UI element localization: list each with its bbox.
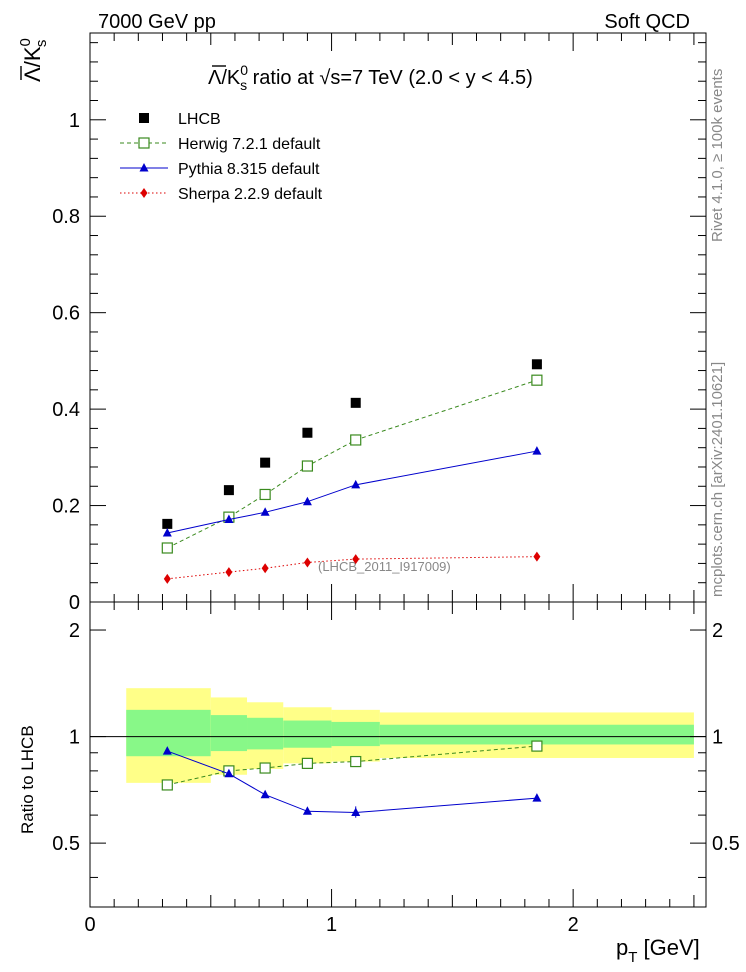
title-lambda: Λ bbox=[208, 67, 222, 89]
ratio-point-pythia-8-315-default bbox=[224, 768, 234, 778]
ratio-y-tick-label-left: 2 bbox=[69, 620, 80, 642]
ratio-frame bbox=[89, 601, 707, 908]
legend-marker-lhcb bbox=[139, 113, 149, 123]
ratio-y-tick-label-right: 0.5 bbox=[712, 833, 740, 855]
xlabel-p: p bbox=[616, 935, 628, 960]
ratio-line-pythia-8-315-default bbox=[167, 750, 537, 814]
main-point-pythia-8-315-default bbox=[351, 479, 361, 489]
ratio-point-pythia-8-315-default bbox=[302, 806, 312, 815]
x-tick-label: 2 bbox=[568, 914, 579, 936]
ylabel-slash-k: /K bbox=[20, 46, 45, 67]
ratio-point-herwig-7-2-1-default bbox=[350, 755, 362, 768]
main-point-lhcb bbox=[260, 457, 271, 468]
ratio-line-herwig-7-2-1-default bbox=[167, 745, 537, 786]
ratio-point-pythia-8-315-default bbox=[532, 793, 542, 802]
xlabel-sub: T bbox=[628, 949, 637, 966]
legend-marker-sherpa-2-2-9-default bbox=[140, 188, 148, 198]
main-point-herwig-7-2-1-default bbox=[259, 488, 271, 501]
xlabel-unit: [GeV] bbox=[637, 935, 699, 960]
main-point-herwig-7-2-1-default bbox=[161, 542, 173, 554]
ratio-y-tick-label-right: 1 bbox=[712, 727, 723, 749]
legend-label-herwig-7-2-1-default: Herwig 7.2.1 default bbox=[178, 136, 321, 153]
main-point-sherpa-2-2-9-default bbox=[533, 551, 541, 562]
ratio-point-herwig-7-2-1-default bbox=[301, 757, 314, 769]
ratio-point-pythia-8-315-default bbox=[162, 746, 172, 755]
ylabel-lambda: Λ bbox=[20, 67, 45, 82]
main-point-lhcb bbox=[302, 427, 313, 438]
main-y-tick-label: 0.4 bbox=[52, 399, 80, 421]
main-ylabel: Λ/K0s bbox=[17, 38, 50, 82]
main-point-herwig-7-2-1-default bbox=[301, 460, 314, 472]
legend-marker-pythia-8-315-default bbox=[139, 163, 149, 172]
header-right: Soft QCD bbox=[604, 11, 690, 33]
main-point-lhcb bbox=[162, 518, 173, 529]
x-tick-label: 0 bbox=[84, 914, 95, 936]
main-line-pythia-8-315-default bbox=[167, 450, 537, 534]
main-point-lhcb bbox=[531, 359, 542, 370]
main-point-pythia-8-315-default bbox=[224, 514, 234, 524]
main-point-pythia-8-315-default bbox=[162, 528, 172, 537]
main-point-sherpa-2-2-9-default bbox=[261, 563, 269, 574]
ylabel-sup: 0 bbox=[17, 38, 34, 46]
svg-text:Λ/K0s: Λ/K0s bbox=[17, 38, 50, 82]
legend-label-sherpa-2-2-9-default: Sherpa 2.2.9 default bbox=[178, 186, 323, 203]
main-y-tick-label: 0.2 bbox=[52, 496, 80, 518]
title-slash-k: /K bbox=[221, 67, 241, 89]
legend-marker-herwig-7-2-1-default bbox=[138, 137, 150, 149]
main-point-lhcb bbox=[223, 485, 234, 496]
title-rest: ratio at bbox=[247, 67, 319, 89]
uncertainty-band-green bbox=[379, 724, 694, 745]
x-axis-label: pT [GeV] bbox=[616, 935, 700, 966]
ratio-ylabel: Ratio to LHCB bbox=[18, 725, 37, 834]
x-tick-label: 1 bbox=[326, 914, 337, 936]
main-title: Λ/K0 s ratio at √s=7 TeV (2.0 < y < 4.5) bbox=[208, 62, 533, 93]
main-point-herwig-7-2-1-default bbox=[350, 434, 362, 446]
main-y-tick-label: 1 bbox=[69, 110, 80, 132]
main-point-sherpa-2-2-9-default bbox=[163, 573, 171, 584]
main-point-pythia-8-315-default bbox=[260, 507, 270, 516]
main-y-tick-label: 0.6 bbox=[52, 303, 80, 325]
ratio-point-herwig-7-2-1-default bbox=[161, 779, 173, 791]
mcplots-label: mcplots.cern.ch [arXiv:2401.10621] bbox=[709, 362, 726, 597]
uncertainty-band-green bbox=[210, 715, 248, 752]
ratio-point-herwig-7-2-1-default bbox=[531, 740, 543, 752]
uncertainty-band-green bbox=[283, 720, 332, 748]
uncertainty-band-green bbox=[331, 721, 380, 747]
uncertainty-band-green bbox=[247, 717, 284, 750]
ratio-point-herwig-7-2-1-default bbox=[259, 762, 271, 774]
main-point-lhcb bbox=[350, 397, 361, 408]
title-sqrt: √ bbox=[319, 67, 330, 89]
ratio-y-tick-label-right: 2 bbox=[712, 620, 723, 642]
main-y-tick-label: 0 bbox=[69, 592, 80, 614]
header-left: 7000 GeV pp bbox=[98, 11, 216, 33]
main-point-pythia-8-315-default bbox=[302, 496, 312, 506]
legend-label-lhcb: LHCB bbox=[178, 111, 221, 128]
analysis-id: (LHCB_2011_I917009) bbox=[318, 559, 451, 574]
title-energy: s=7 TeV (2.0 < y < 4.5) bbox=[330, 67, 533, 89]
ratio-point-pythia-8-315-default bbox=[260, 789, 270, 799]
ratio-y-tick-label-left: 0.5 bbox=[52, 833, 80, 855]
main-point-herwig-7-2-1-default bbox=[531, 374, 543, 386]
main-y-tick-label: 0.8 bbox=[52, 206, 80, 228]
main-point-sherpa-2-2-9-default bbox=[352, 554, 360, 565]
legend-label-pythia-8-315-default: Pythia 8.315 default bbox=[178, 161, 320, 178]
title-sup: 0 bbox=[240, 62, 248, 78]
main-point-pythia-8-315-default bbox=[532, 446, 542, 455]
rivet-label: Rivet 4.1.0, ≥ 100k events bbox=[709, 69, 726, 242]
ylabel-sub: s bbox=[33, 40, 50, 48]
title-sub: s bbox=[240, 77, 247, 93]
main-point-sherpa-2-2-9-default bbox=[225, 567, 233, 578]
main-point-sherpa-2-2-9-default bbox=[303, 557, 311, 568]
ratio-y-tick-label-left: 1 bbox=[69, 727, 80, 749]
